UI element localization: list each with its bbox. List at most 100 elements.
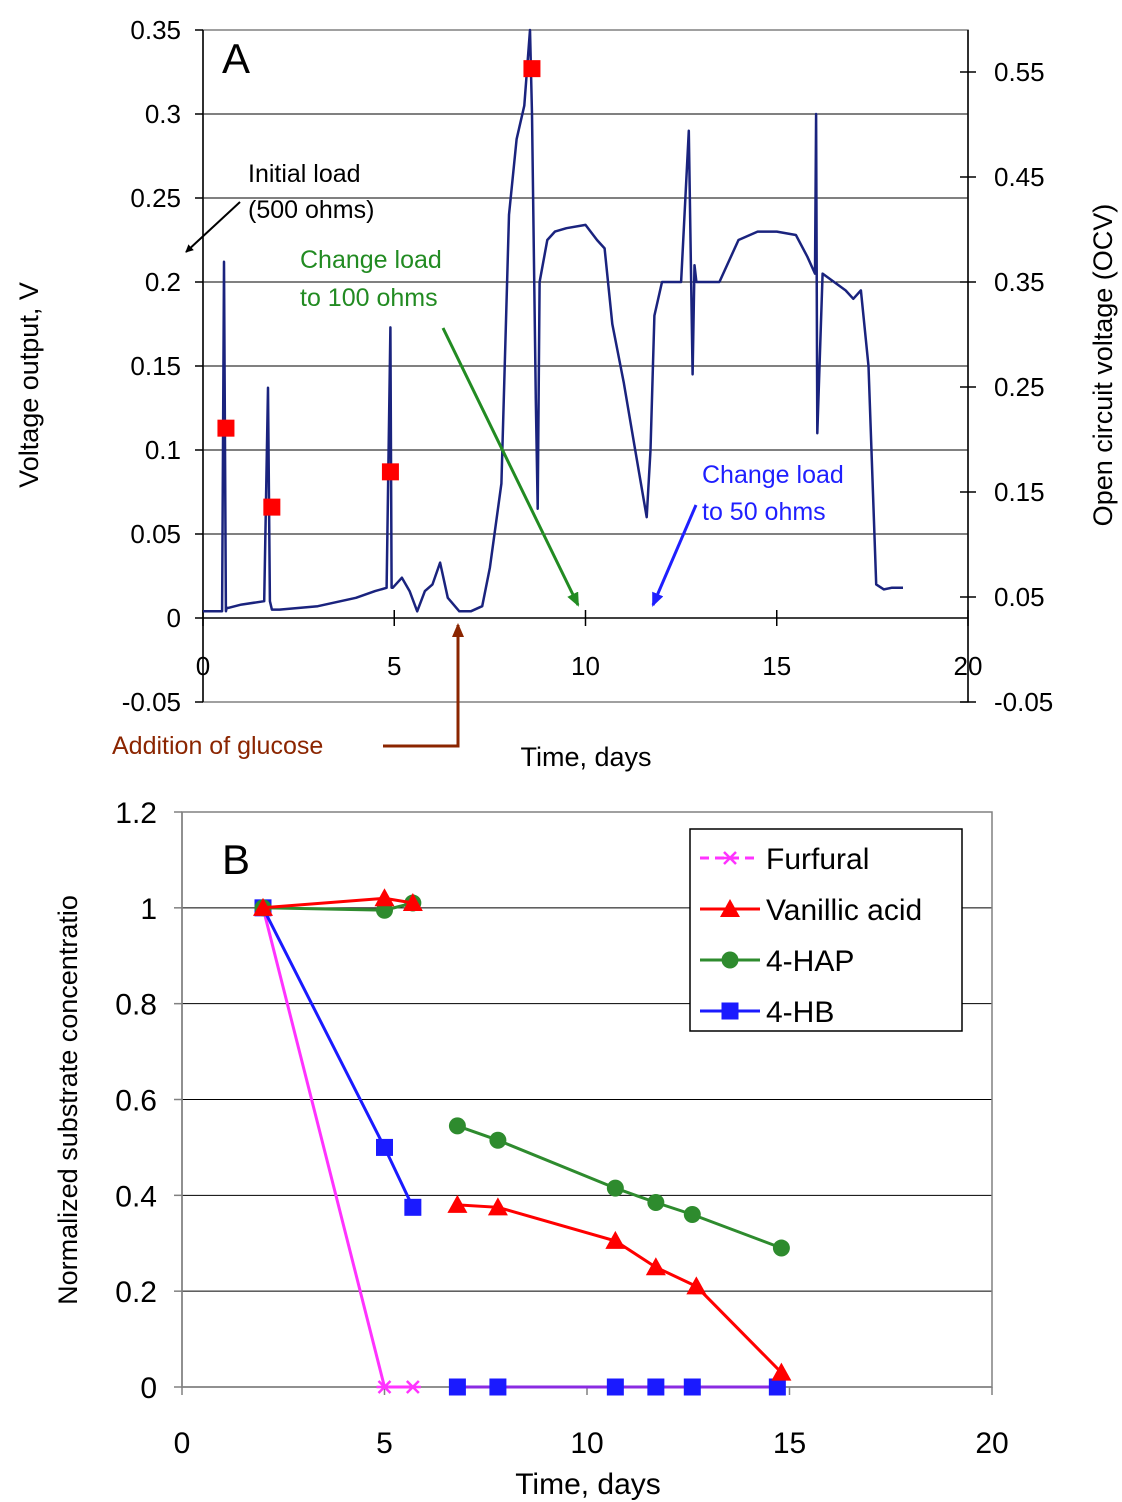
panel-b-x-tick-label: 0 (174, 1427, 191, 1460)
legend-label: Furfural (766, 843, 869, 876)
data-point (647, 1194, 665, 1212)
panel-a-y-tick-label: 0.15 (130, 351, 181, 381)
panel-a-letter: A (222, 35, 250, 82)
data-point (404, 1380, 421, 1394)
annotation-load-50-line1: Change load (702, 461, 844, 489)
panel-b-concentration-chart: 0 0.2 0.4 0.6 0.8 1 1.2 0 5 10 15 20 B Normalized … (53, 797, 1009, 1501)
panel-a-y-axis-label: Voltage output, V (14, 282, 44, 488)
panel-a-y-tick-label: 0.35 (130, 15, 181, 45)
data-point (376, 1380, 393, 1394)
ocv-point (381, 463, 399, 481)
panel-a-voltage-series (203, 28, 903, 613)
panel-a-y2-tick-label: 0.25 (994, 372, 1045, 402)
panel-a-y-tick-label: 0.1 (145, 435, 181, 465)
panel-a-voltage-chart: -0.05 0 0.05 0.1 0.15 0.2 0.25 0.3 0.35 -0.05 0.0… (14, 15, 1118, 772)
data-point (489, 1131, 507, 1149)
panel-b-x-axis-label: Time, days (515, 1468, 661, 1501)
panel-b-y-tick-label: 0.2 (115, 1276, 157, 1309)
panel-a-y2-tick-label: 0.15 (994, 477, 1045, 507)
data-point (489, 1378, 507, 1396)
data-point (605, 1230, 626, 1249)
data-point (402, 893, 423, 912)
legend-entry: Furfural (700, 843, 869, 876)
data-point (253, 897, 273, 916)
panel-a-y-tick-labels: -0.05 0 0.05 0.1 0.15 0.2 0.25 0.3 0.35 (122, 15, 181, 717)
annotation-load-100: Change load to 100 ohms (300, 246, 580, 607)
legend-entry: Vanillic acid (700, 894, 922, 927)
panel-a-y2-tick-label: 0.55 (994, 57, 1045, 87)
legend-swatch-marker (721, 1002, 739, 1020)
panel-a-y2-tick-label: -0.05 (994, 687, 1053, 717)
data-point (376, 1138, 393, 1156)
data-point (448, 1378, 466, 1396)
panel-a-x-axis-label: Time, days (520, 742, 651, 772)
data-point (768, 1378, 786, 1396)
panel-b-x-tick-labels: 0 5 10 15 20 (174, 1427, 1009, 1460)
panel-b-series (253, 888, 792, 1396)
panel-b-y-tick-label: 0 (140, 1372, 157, 1405)
legend-label: 4-HB (766, 996, 834, 1029)
data-point (606, 1378, 624, 1396)
annotation-load-50-arrow (651, 504, 698, 607)
annotation-initial-load-line2: (500 ohms) (248, 196, 374, 224)
panel-a-x-tick-labels: 0 5 10 15 20 (196, 651, 983, 681)
panel-a-y2-tick-label: 0.05 (994, 582, 1045, 612)
panel-b-letter: B (222, 836, 250, 883)
panel-a-x-tick-label: 5 (387, 651, 401, 681)
annotation-glucose-text: Addition of glucose (112, 732, 323, 760)
panel-a-x-tick-label: 20 (954, 651, 983, 681)
annotation-initial-load-line1: Initial load (248, 160, 361, 188)
data-point (606, 1179, 624, 1197)
legend-swatch-marker (721, 951, 739, 969)
legend-entry: 4-HAP (700, 945, 854, 978)
ocv-point (217, 419, 235, 437)
legend-swatch-marker (722, 851, 738, 865)
panel-b-y-tick-labels: 0 0.2 0.4 0.6 0.8 1 1.2 (115, 797, 157, 1405)
series-line (457, 1203, 783, 1374)
panel-a-y-tick-label: 0.05 (130, 519, 181, 549)
data-point (771, 1362, 792, 1381)
panel-a-x-tick-label: 0 (196, 651, 210, 681)
data-point (683, 1206, 701, 1223)
legend-entry: 4-HB (700, 996, 834, 1029)
annotation-load-50: Change load to 50 ohms (651, 461, 844, 607)
panel-b-y-axis-label: Normalized substrate concentratio (53, 895, 83, 1305)
ocv-point (523, 60, 541, 78)
panel-b-y-tick-label: 0.4 (115, 1180, 157, 1213)
legend-label: Vanillic acid (766, 894, 922, 927)
panel-a-y-tick-label: -0.05 (122, 687, 181, 717)
annotation-load-50-line2: to 50 ohms (702, 498, 826, 526)
voltage-output-line (203, 28, 903, 613)
panel-a-y-tick-label: 0.25 (130, 183, 181, 213)
annotation-initial-load: Initial load (500 ohms) (185, 160, 374, 253)
data-point (374, 888, 395, 907)
panel-a-x-tick-label: 10 (571, 651, 600, 681)
series-vanillic-acid (253, 888, 792, 1381)
data-point (447, 1194, 468, 1213)
annotation-initial-load-arrow (185, 201, 241, 253)
legend-label: 4-HAP (766, 945, 854, 978)
data-point (448, 1117, 466, 1135)
data-point (683, 1378, 701, 1396)
data-point (487, 1197, 508, 1216)
panel-b-y-tick-label: 1.2 (115, 797, 157, 830)
panel-a-axes (195, 29, 976, 703)
panel-b-x-tick-label: 20 (975, 1427, 1008, 1460)
annotation-load-100-line1: Change load (300, 246, 442, 274)
panel-b-y-tick-label: 1 (140, 893, 157, 926)
panel-b-y-tick-label: 0.8 (115, 989, 157, 1022)
annotation-load-100-arrow (441, 327, 580, 607)
annotation-glucose: Addition of glucose (112, 623, 464, 760)
legend-swatch-marker (720, 899, 740, 917)
panel-a-y2-tick-label: 0.45 (994, 162, 1045, 192)
panel-a-gridlines (203, 113, 968, 619)
panel-a-y2-tick-labels: -0.05 0.05 0.15 0.25 0.35 0.45 0.55 (994, 57, 1053, 717)
panel-a-x-tick-label: 15 (762, 651, 791, 681)
panel-a-ocv-markers (217, 60, 541, 516)
panel-b-legend: Furfural Vanillic acid 4-HAP 4-HB (689, 828, 963, 1032)
data-point (645, 1257, 666, 1276)
annotation-load-100-line2: to 100 ohms (300, 284, 438, 312)
panel-b-x-tick-label: 10 (570, 1427, 603, 1460)
data-point (772, 1239, 790, 1257)
